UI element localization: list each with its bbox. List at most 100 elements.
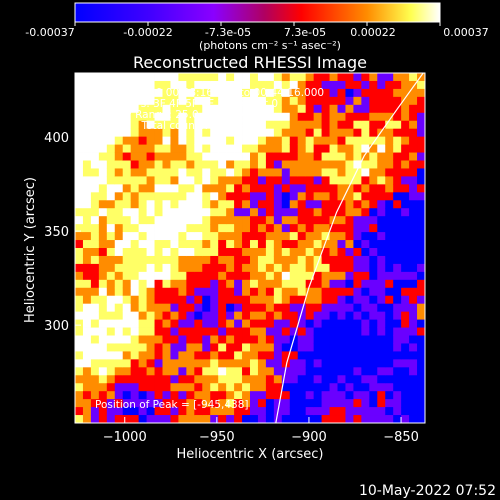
heatmap-cell (218, 208, 227, 217)
heatmap-cell (393, 152, 402, 161)
heatmap-cell (313, 311, 322, 320)
heatmap-cell (401, 136, 410, 145)
heatmap-cell (393, 208, 402, 217)
heatmap-cell (122, 248, 132, 257)
heatmap-cell (361, 391, 370, 400)
heatmap-cell (178, 263, 187, 273)
heatmap-cell (146, 311, 155, 320)
heatmap-cell (202, 255, 211, 265)
heatmap-cell (98, 224, 108, 233)
heatmap-cell (75, 319, 84, 328)
heatmap-cell (75, 383, 84, 392)
heatmap-cell (289, 391, 299, 400)
heatmap-cell (170, 287, 179, 297)
heatmap-cell (289, 375, 299, 384)
heatmap-cell (369, 327, 378, 336)
heatmap-cell (281, 216, 291, 225)
heatmap-cell (178, 303, 187, 313)
heatmap-cell (409, 112, 418, 122)
heatmap-cell (226, 160, 235, 169)
heatmap-cell (329, 343, 338, 352)
heatmap-cell (353, 96, 362, 106)
heatmap-cell (90, 216, 100, 225)
heatmap-cell (321, 263, 330, 273)
heatmap-cell (289, 160, 299, 169)
heatmap-cell (385, 391, 394, 400)
heatmap-cell (114, 271, 124, 281)
heatmap-cell (106, 359, 116, 368)
heatmap-cell (194, 136, 203, 145)
heatmap-cell (281, 311, 291, 320)
heatmap-cell (305, 255, 315, 265)
heatmap-cell (329, 375, 338, 384)
heatmap-cell (385, 255, 394, 265)
heatmap-cell (178, 271, 187, 281)
heatmap-cell (321, 351, 330, 360)
heatmap-cell (210, 208, 219, 217)
heatmap-cell (265, 192, 275, 201)
heatmap-cell (154, 192, 163, 201)
heatmap-cell (393, 415, 402, 423)
heatmap-cell (106, 367, 116, 376)
heatmap-cell (162, 128, 171, 138)
heatmap-cell (162, 303, 171, 313)
heatmap-cell (417, 319, 425, 328)
heatmap-cell (329, 184, 338, 193)
heatmap-cell (305, 407, 315, 416)
heatmap-cell (353, 112, 362, 122)
heatmap-cell (82, 112, 92, 122)
heatmap-cell (417, 351, 425, 360)
heatmap-cell (337, 303, 346, 313)
heatmap-cell (106, 415, 116, 423)
heatmap-cell (289, 192, 299, 201)
annotation-time-range: 21-Sep-2010 00:38:16.000 to 00:44:16.000 (95, 87, 324, 99)
heatmap-cell (377, 224, 386, 233)
heatmap-cell (154, 96, 163, 106)
heatmap-cell (417, 359, 425, 368)
heatmap-cell (130, 391, 140, 400)
heatmap-cell (313, 136, 322, 145)
heatmap-cell (369, 359, 378, 368)
heatmap-cell (417, 168, 425, 177)
heatmap-cell (186, 160, 195, 169)
heatmap-cell (329, 271, 338, 281)
heatmap-cell (226, 303, 235, 313)
heatmap-cell (178, 152, 187, 161)
heatmap-cell (154, 351, 163, 360)
heatmap-cell (98, 255, 108, 265)
heatmap-cell (98, 399, 108, 408)
heatmap-cell (353, 232, 362, 241)
heatmap-cell (345, 208, 354, 217)
heatmap-cell (170, 311, 179, 320)
heatmap-cell (106, 271, 116, 281)
heatmap-cell (114, 136, 124, 145)
heatmap-cell (273, 192, 283, 201)
heatmap-cell (337, 112, 346, 122)
heatmap-cell (122, 407, 132, 416)
heatmap-cell (281, 303, 291, 313)
heatmap-cell (202, 128, 211, 138)
heatmap-cell (377, 232, 386, 241)
heatmap-cell (297, 240, 307, 249)
heatmap-cell (353, 271, 362, 281)
heatmap-cell (98, 287, 108, 297)
heatmap-cell (162, 80, 171, 90)
heatmap-cell (218, 303, 227, 313)
heatmap-cell (401, 216, 410, 225)
heatmap-cell (75, 192, 84, 201)
heatmap-cell (122, 287, 132, 297)
heatmap-cell (122, 120, 132, 130)
heatmap-cell (242, 399, 251, 408)
heatmap-cell (170, 152, 179, 161)
heatmap-cell (257, 232, 267, 241)
heatmap-cell (401, 168, 410, 177)
heatmap-cell (82, 160, 92, 169)
heatmap-cell (257, 216, 267, 225)
heatmap-cell (281, 263, 291, 273)
heatmap-cell (154, 383, 163, 392)
heatmap-cell (377, 88, 386, 98)
heatmap-cell (321, 279, 330, 289)
heatmap-cell (114, 335, 124, 344)
heatmap-cell (154, 248, 163, 257)
heatmap-cell (257, 335, 267, 344)
